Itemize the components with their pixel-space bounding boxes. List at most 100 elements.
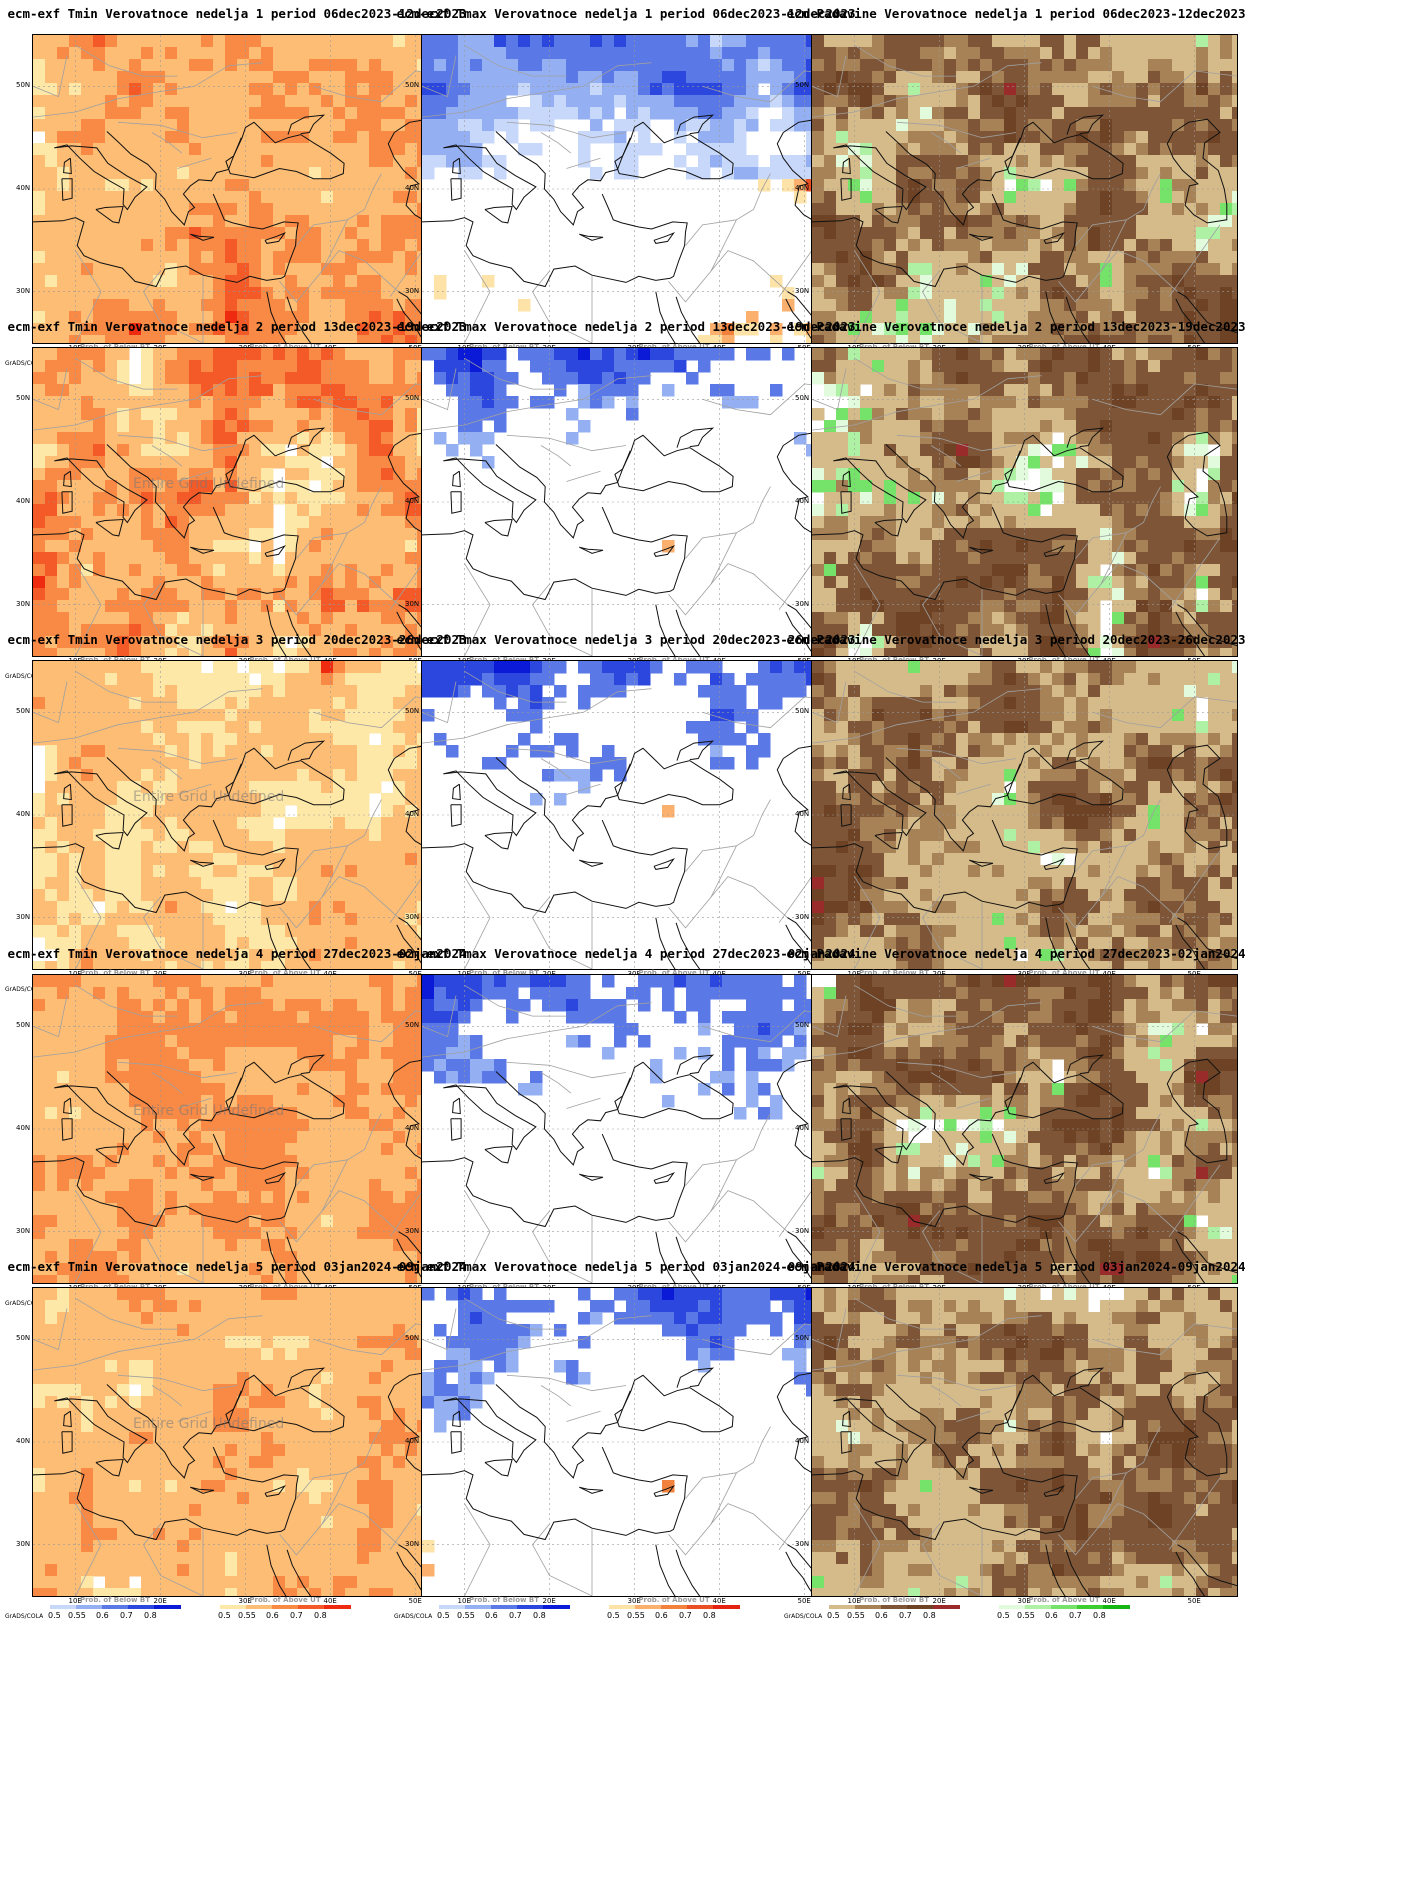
- legend-tick-label: 0.8: [1093, 1611, 1106, 1620]
- legend-tick-label: 0.5: [607, 1611, 620, 1620]
- graticule: [422, 348, 847, 656]
- legend-swatch: [713, 1605, 740, 1609]
- graticule: [422, 35, 847, 343]
- latitude-label: 50N: [405, 81, 420, 90]
- panel-title: ecm-exf Tmin Verovatnoce nedelja 3 perio…: [7, 632, 467, 647]
- longitude-label: 30E: [627, 1597, 641, 1605]
- legend-tick-label: 0.55: [457, 1611, 475, 1620]
- panel-title: ecm-exf Tmin Verovatnoce nedelja 4 perio…: [7, 946, 467, 961]
- legend-swatch: [687, 1605, 714, 1609]
- legend-swatch: [661, 1605, 688, 1609]
- graticule: [812, 1288, 1237, 1596]
- probability-map: Entire Grid Undefined: [32, 660, 459, 970]
- coastlines: [812, 114, 1237, 343]
- probability-field: [33, 1288, 458, 1596]
- country-borders: [33, 44, 458, 343]
- legend-tick-label: 0.55: [627, 1611, 645, 1620]
- legend-title: Prob. of Below BT: [79, 1596, 151, 1604]
- legend-swatch: [128, 1605, 155, 1609]
- grads-credit: GrADS/COLA: [784, 1613, 823, 1620]
- map-panel: ecm-exf Tmax Verovatnoce nedelja 4 perio…: [391, 940, 861, 1319]
- country-borders: [33, 984, 458, 1283]
- probability-map: [811, 347, 1238, 657]
- country-borders: [33, 1297, 458, 1596]
- latitude-label: 30N: [795, 599, 810, 608]
- legend-swatch: [491, 1605, 518, 1609]
- legend-swatch: [439, 1605, 466, 1609]
- probability-field: [422, 348, 847, 553]
- legend-colorbar: [999, 1605, 1130, 1609]
- probability-map: Entire Grid Undefined: [32, 1287, 459, 1597]
- country-borders: [812, 357, 1237, 656]
- legend-swatch: [1077, 1605, 1104, 1609]
- probability-map: [32, 34, 459, 344]
- probability-field: [422, 661, 847, 818]
- longitude-label: 10E: [847, 1597, 861, 1605]
- panel-title: ecm-exf Tmin Verovatnoce nedelja 1 perio…: [7, 6, 467, 21]
- longitude-label: 30E: [1017, 1597, 1031, 1605]
- legend-tick-label: 0.6: [485, 1611, 498, 1620]
- map-panel: ecm-Padavine Verovatnoce nedelja 3 perio…: [781, 626, 1251, 1005]
- latitude-label: 50N: [795, 1021, 810, 1030]
- grads-credit: GrADS/COLA: [5, 986, 44, 993]
- panel-title: ecm-Padavine Verovatnoce nedelja 1 perio…: [786, 6, 1246, 21]
- legend-swatch: [1103, 1605, 1130, 1609]
- country-borders: [812, 44, 1237, 343]
- country-borders: [422, 670, 847, 969]
- latitude-label: 50N: [795, 81, 810, 90]
- map-svg: [33, 1288, 458, 1596]
- latitude-label: 40N: [795, 184, 810, 192]
- legend-title: Prob. of Above UT: [1028, 1596, 1100, 1604]
- probability-field: [422, 1288, 847, 1577]
- map-svg: [812, 1288, 1237, 1596]
- probability-map: [811, 34, 1238, 344]
- probability-field: [812, 35, 1237, 343]
- undefined-grid-watermark: Entire Grid Undefined: [133, 789, 285, 805]
- legend-tick-label: 0.8: [144, 1611, 157, 1620]
- legend-swatch: [635, 1605, 662, 1609]
- latitude-label: 40N: [405, 1437, 420, 1445]
- legend-tick-label: 0.7: [290, 1611, 303, 1620]
- coastlines: [812, 740, 1237, 969]
- map-panel: ecm-exf Tmin Verovatnoce nedelja 5 perio…: [2, 1253, 472, 1632]
- graticule: [812, 661, 1237, 969]
- probability-map: [421, 34, 848, 344]
- coastlines: [422, 740, 847, 969]
- legend-title: Prob. of Below BT: [858, 1596, 930, 1604]
- legend-swatch: [298, 1605, 325, 1609]
- latitude-label: 40N: [795, 1124, 810, 1132]
- probability-map: [421, 347, 848, 657]
- legend-swatch: [1025, 1605, 1052, 1609]
- grads-credit: GrADS/COLA: [5, 360, 44, 367]
- probability-map: [811, 660, 1238, 970]
- panel-title: ecm-exf Tmax Verovatnoce nedelja 5 perio…: [396, 1259, 856, 1274]
- map-panel: ecm-exf Tmin Verovatnoce nedelja 3 perio…: [2, 626, 472, 1005]
- latitude-label: 40N: [16, 497, 31, 505]
- legend-tick-label: 0.55: [68, 1611, 86, 1620]
- latitude-label: 50N: [16, 81, 31, 90]
- legend-swatch: [881, 1605, 908, 1609]
- latitude-label: 40N: [795, 810, 810, 818]
- legend-title: Prob. of Above UT: [638, 969, 710, 977]
- panel-title: ecm-exf Tmax Verovatnoce nedelja 2 perio…: [396, 319, 856, 334]
- legend-title: Prob. of Below BT: [79, 969, 151, 977]
- panel-title: ecm-exf Tmax Verovatnoce nedelja 1 perio…: [396, 6, 856, 21]
- map-panel: ecm-Padavine Verovatnoce nedelja 5 perio…: [781, 1253, 1251, 1632]
- latitude-label: 40N: [405, 810, 420, 818]
- longitude-label: 20E: [932, 1597, 946, 1605]
- map-svg: [812, 661, 1237, 969]
- country-borders: [422, 1297, 847, 1596]
- legend-swatch: [933, 1605, 960, 1609]
- latitude-label: 40N: [405, 497, 420, 505]
- map-svg: [812, 348, 1237, 656]
- grads-credit: GrADS/COLA: [5, 1300, 44, 1307]
- coastlines: [812, 1367, 1237, 1596]
- probability-map: [811, 974, 1238, 1284]
- legend-title: Prob. of Below BT: [468, 1596, 540, 1604]
- legend-colorbar: [220, 1605, 351, 1609]
- latitude-label: 50N: [405, 394, 420, 403]
- legend-tick-label: 0.6: [96, 1611, 109, 1620]
- probability-field: [422, 35, 847, 343]
- map-svg: [812, 35, 1237, 343]
- legend-swatch: [220, 1605, 247, 1609]
